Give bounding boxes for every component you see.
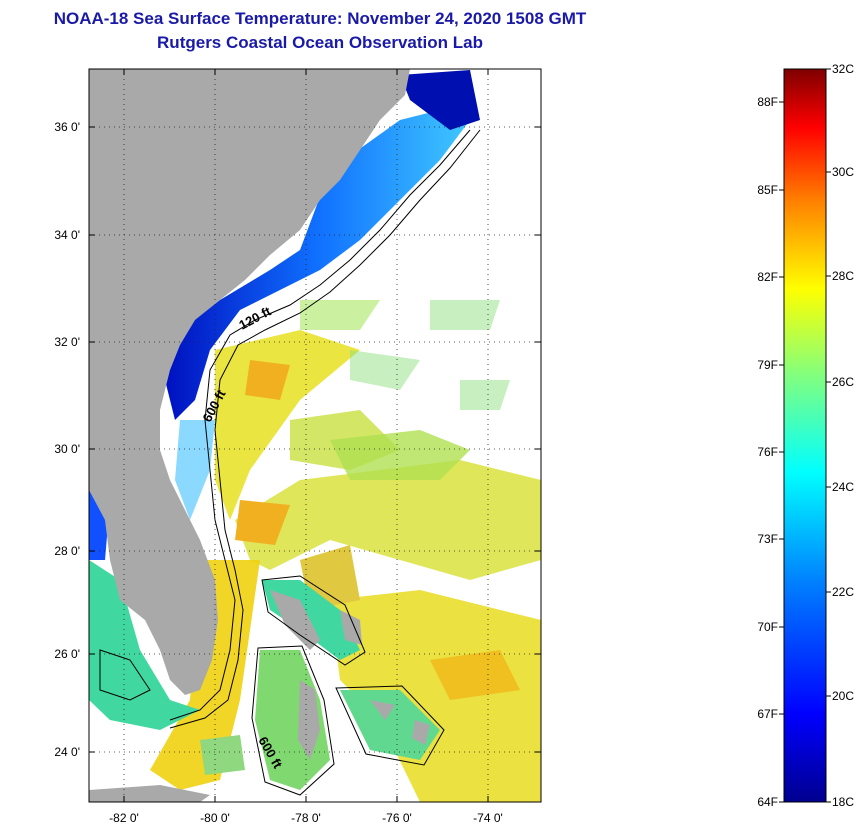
colorbar-f-82: 82F [757,270,778,284]
colorbar-f-64: 64F [757,795,778,809]
latitude-labels: 36 0' 34 0' 32 0' 30 0' 28 0' 26 0' 24 0… [54,120,80,759]
map-subtitle: Rutgers Coastal Ocean Observation Lab [157,33,483,52]
map-title: NOAA-18 Sea Surface Temperature: Novembe… [53,9,587,28]
lat-label-28: 28 0' [54,544,80,558]
colorbar-f-85: 85F [757,183,778,197]
lon-label-76: -76 0' [382,811,412,825]
lon-label-74: -74 0' [473,811,503,825]
colorbar-f-76: 76F [757,445,778,459]
lat-label-32: 32 0' [54,335,80,349]
lat-label-26: 26 0' [54,647,80,661]
colorbar-f-67: 67F [757,707,778,721]
colorbar-gradient [783,68,827,803]
longitude-labels: -82 0' -80 0' -78 0' -76 0' -74 0' [109,811,503,825]
colorbar-c-24: 24C [832,480,854,494]
colorbar-c-22: 22C [832,585,854,599]
colorbar: 88F 85F 82F 79F 76F 73F 70F 67F 64F 32C … [757,62,854,809]
colorbar-f-73: 73F [757,532,778,546]
lat-label-36: 36 0' [54,120,80,134]
colorbar-f-79: 79F [757,358,778,372]
axis-ticks [89,69,541,802]
colorbar-c-20: 20C [832,689,854,703]
lat-label-24: 24 0' [54,745,80,759]
lon-label-80: -80 0' [200,811,230,825]
colorbar-c-28: 28C [832,269,854,283]
lat-label-34: 34 0' [54,228,80,242]
land-mass [89,69,430,802]
lon-label-78: -78 0' [291,811,321,825]
colorbar-f-70: 70F [757,620,778,634]
map-grid [89,69,541,802]
map-area: 120 ft 600 ft 600 ft [89,69,541,802]
map-frame [88,68,542,803]
colorbar-c-32: 32C [832,62,854,76]
colorbar-c-30: 30C [832,165,854,179]
colorbar-c-18: 18C [832,795,854,809]
lat-label-30: 30 0' [54,442,80,456]
colorbar-c-26: 26C [832,375,854,389]
lon-label-82: -82 0' [109,811,139,825]
colorbar-f-88: 88F [757,95,778,109]
